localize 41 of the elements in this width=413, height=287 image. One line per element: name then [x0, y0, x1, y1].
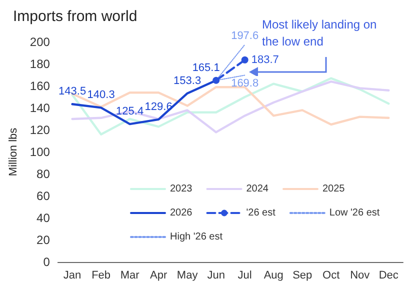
data-label: 197.6 — [231, 30, 259, 42]
x-tick-label: Sep — [292, 270, 312, 282]
y-tick-label: 160 — [30, 79, 50, 93]
x-tick-label: Jun — [207, 270, 225, 282]
x-tick-label: Apr — [150, 270, 168, 282]
legend-label: 2023 — [170, 184, 193, 194]
y-tick-label: 0 — [43, 255, 50, 269]
data-label: 183.7 — [251, 54, 279, 66]
x-tick-label: Dec — [378, 270, 399, 282]
y-tick-label: 180 — [30, 57, 50, 71]
annotation: Most likely landing on the low end — [262, 18, 380, 48]
y-tick-label: 100 — [30, 145, 50, 159]
data-label: 143.5 — [58, 86, 86, 98]
legend-label: 2024 — [246, 184, 269, 194]
x-tick-label: Mar — [120, 270, 140, 282]
data-label: 165.1 — [192, 62, 220, 74]
x-tick-label: Oct — [322, 270, 340, 282]
chart-title: Imports from world — [13, 8, 138, 25]
legend-label: Low '26 est — [329, 208, 380, 218]
y-tick-label: 200 — [30, 35, 50, 49]
x-tick-label: Jan — [63, 270, 82, 282]
legend-label: '26 est — [246, 208, 276, 218]
y-tick-label: 80 — [36, 167, 50, 181]
data-label: 125.4 — [116, 106, 144, 118]
y-tick-label: 120 — [30, 123, 50, 137]
legend-label: High '26 est — [170, 232, 223, 242]
x-tick-label: Feb — [92, 270, 111, 282]
y-tick-label: 40 — [36, 211, 50, 225]
x-tick-label: May — [176, 270, 198, 282]
data-label: 140.3 — [87, 89, 115, 102]
y-axis-title: Million lbs — [8, 127, 20, 176]
legend-label: 2025 — [322, 184, 346, 194]
y-tick-label: 60 — [36, 189, 50, 203]
data-label: 153.3 — [174, 74, 202, 87]
x-tick-label: Jul — [238, 270, 252, 282]
x-tick-label: Aug — [264, 270, 284, 282]
x-tick-label: Nov — [350, 270, 370, 282]
data-label: 169.8 — [231, 78, 259, 90]
legend-label: 2026 — [170, 208, 193, 218]
y-tick-label: 20 — [36, 233, 50, 247]
y-tick-label: 140 — [30, 101, 50, 115]
